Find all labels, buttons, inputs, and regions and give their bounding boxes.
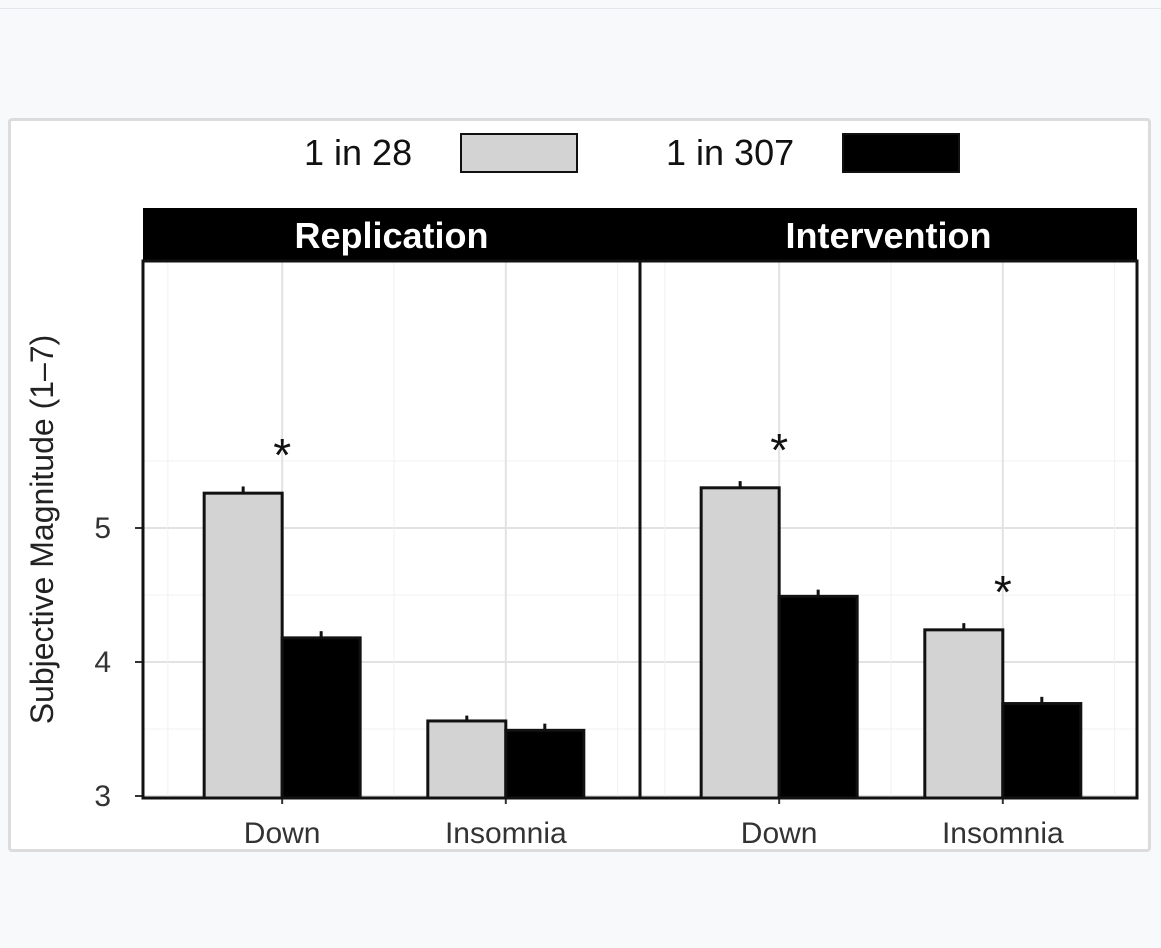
bar-intervention-insomnia-light <box>923 628 1005 800</box>
bar-intervention-down-light <box>699 486 781 800</box>
panel-border-1 <box>638 259 1139 800</box>
legend-swatch-dark <box>842 133 961 173</box>
x-tick-label-down: Down <box>244 817 321 849</box>
legend-item-1-in-28: 1 in 28 <box>304 132 579 173</box>
x-tick-label-insomnia: Insomnia <box>942 817 1064 849</box>
legend-swatch-light <box>460 133 579 173</box>
significance-star: * <box>273 429 291 481</box>
panel-title-1: Intervention <box>785 215 991 256</box>
figure-card: 1 in 28 1 in 307 Subjective Magnitude (1… <box>8 118 1151 852</box>
y-tick-label-3: 3 <box>94 780 111 813</box>
significance-star: * <box>994 566 1012 618</box>
bar-replication-down-light <box>202 491 284 800</box>
bar-replication-insomnia-dark <box>504 728 586 800</box>
bar-replication-insomnia-light <box>426 719 508 800</box>
y-tick-label-5: 5 <box>94 512 111 545</box>
panel-title-0: Replication <box>294 215 488 256</box>
bar-intervention-down-dark <box>777 594 859 800</box>
significance-star: * <box>770 424 788 476</box>
bar-replication-down-dark <box>280 636 362 800</box>
y-axis-title: Subjective Magnitude (1–7) <box>24 335 60 725</box>
x-tick-label-insomnia: Insomnia <box>445 817 567 849</box>
top-rule <box>0 0 1161 9</box>
bar-intervention-insomnia-dark <box>1001 702 1083 800</box>
panel-strip-1 <box>640 208 1137 261</box>
bar-chart: Subjective Magnitude (1–7) 3 4 5 Replication… <box>24 208 1139 849</box>
legend-label-1-in-307: 1 in 307 <box>666 132 795 173</box>
x-tick-label-down: Down <box>741 817 818 849</box>
y-tick-label-4: 4 <box>94 646 111 679</box>
panel-strip-0 <box>143 208 640 261</box>
legend-item-1-in-307: 1 in 307 <box>666 132 961 173</box>
legend-label-1-in-28: 1 in 28 <box>304 132 413 173</box>
